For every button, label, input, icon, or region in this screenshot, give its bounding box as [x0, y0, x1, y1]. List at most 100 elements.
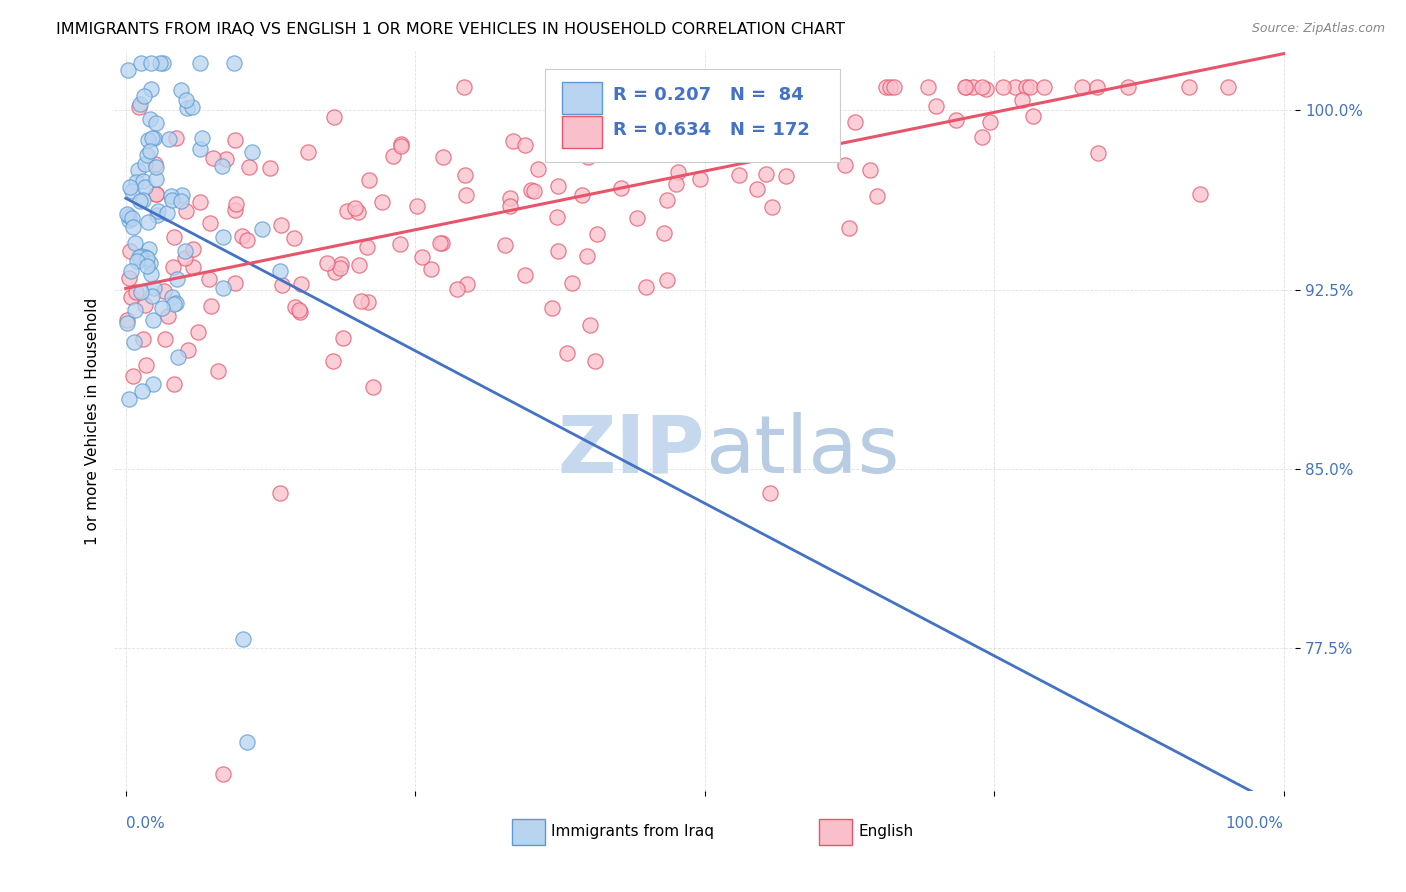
- Point: [288, 302, 311, 317]
- Point: [250, 222, 273, 236]
- Text: Immigrants from Iraq: Immigrants from Iraq: [551, 824, 714, 839]
- Point: [789, 92, 811, 106]
- Point: [1070, 79, 1092, 94]
- Point: [146, 208, 169, 222]
- Point: [725, 79, 748, 94]
- Point: [139, 255, 162, 269]
- Point: [136, 251, 159, 265]
- Point: [526, 162, 548, 177]
- Point: [955, 79, 977, 94]
- Point: [515, 137, 537, 152]
- Point: [391, 138, 413, 153]
- Point: [117, 209, 139, 223]
- Point: [121, 184, 143, 198]
- Text: 0.0%: 0.0%: [125, 816, 165, 831]
- Point: [124, 303, 146, 318]
- Point: [1085, 79, 1108, 94]
- Point: [546, 210, 568, 224]
- Point: [765, 116, 787, 130]
- Point: [174, 93, 197, 107]
- Point: [688, 128, 710, 143]
- Point: [953, 79, 976, 94]
- Point: [430, 236, 453, 251]
- Point: [162, 229, 184, 244]
- Point: [121, 264, 143, 278]
- Point: [381, 149, 404, 163]
- Point: [456, 187, 478, 202]
- Point: [120, 290, 142, 304]
- Point: [665, 177, 688, 191]
- Point: [347, 258, 370, 272]
- Point: [141, 81, 163, 95]
- Point: [879, 79, 901, 94]
- Point: [578, 79, 600, 94]
- FancyBboxPatch shape: [820, 819, 852, 846]
- Point: [1087, 146, 1109, 161]
- Point: [356, 240, 378, 254]
- Point: [970, 79, 993, 94]
- Point: [655, 273, 678, 287]
- Point: [129, 194, 152, 208]
- Point: [141, 289, 163, 303]
- Point: [502, 134, 524, 148]
- Point: [125, 253, 148, 268]
- Point: [127, 162, 149, 177]
- Point: [347, 205, 370, 219]
- Point: [224, 277, 246, 291]
- Point: [494, 237, 516, 252]
- Point: [703, 95, 725, 109]
- Point: [136, 148, 159, 162]
- Point: [145, 187, 167, 202]
- Point: [212, 281, 235, 295]
- Point: [153, 285, 176, 299]
- Point: [761, 85, 783, 99]
- Point: [290, 277, 312, 291]
- FancyBboxPatch shape: [512, 819, 546, 846]
- Point: [191, 131, 214, 145]
- Point: [115, 206, 138, 220]
- Point: [925, 98, 948, 112]
- Point: [571, 188, 593, 202]
- Point: [454, 169, 477, 183]
- Point: [945, 112, 967, 127]
- Point: [122, 368, 145, 383]
- Point: [1216, 79, 1239, 94]
- Point: [122, 219, 145, 234]
- Point: [361, 380, 384, 394]
- Point: [187, 326, 209, 340]
- Point: [129, 285, 152, 300]
- Point: [174, 203, 197, 218]
- Point: [176, 101, 198, 115]
- Point: [152, 55, 174, 70]
- Point: [316, 256, 339, 270]
- Point: [177, 343, 200, 357]
- Point: [689, 171, 711, 186]
- Point: [118, 179, 141, 194]
- Point: [745, 182, 768, 196]
- Point: [323, 111, 346, 125]
- Point: [429, 235, 451, 250]
- Point: [1018, 79, 1040, 94]
- Point: [610, 180, 633, 194]
- Point: [166, 272, 188, 286]
- Point: [962, 79, 984, 94]
- Point: [157, 132, 180, 146]
- Point: [586, 227, 609, 242]
- Point: [131, 384, 153, 398]
- Point: [224, 133, 246, 147]
- Point: [129, 55, 152, 70]
- Point: [797, 102, 820, 116]
- Point: [129, 249, 152, 263]
- Point: [759, 485, 782, 500]
- Point: [149, 55, 172, 70]
- Point: [866, 189, 889, 203]
- Point: [142, 313, 165, 327]
- Point: [166, 350, 188, 364]
- Point: [145, 172, 167, 186]
- Point: [269, 264, 291, 278]
- Point: [561, 276, 583, 290]
- Point: [583, 353, 606, 368]
- Point: [329, 257, 352, 271]
- Point: [499, 191, 522, 205]
- Point: [359, 173, 381, 187]
